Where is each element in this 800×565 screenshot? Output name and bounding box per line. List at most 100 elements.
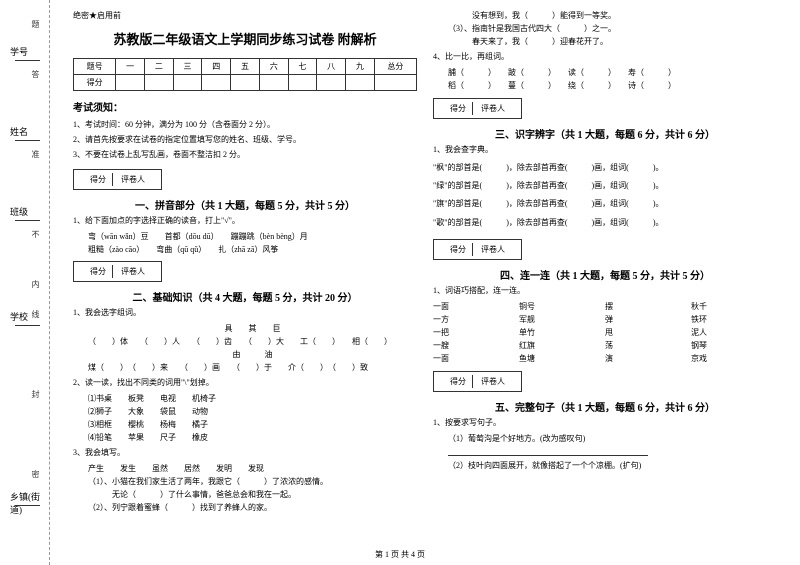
bind-line <box>15 505 40 506</box>
th: 二 <box>144 59 173 75</box>
bind-line <box>15 325 40 326</box>
right-column: 没有想到，我（ ）能得到一等奖。 （3）、指南针是我国古代四大（ ）之一。 春天… <box>425 10 785 555</box>
exam-page: 题 学号 答 姓名 准 班级 不 内 学校 线 封 密 乡镇(街道) 绝密★启用… <box>0 0 800 565</box>
s5-i: （2）枝叶向四面展开，就像搭起了一个个凉棚。(扩句) <box>433 460 777 473</box>
q4-r: 稻（ ） 蔓（ ） 绕（ ） 诗（ ） <box>433 80 777 93</box>
rt-line: 春天来了，我（ ）迎春花开了。 <box>433 36 777 49</box>
s2-q2-i: ⑷铅笔 苹果 尺子 橡皮 <box>73 432 417 445</box>
grade-score: 得分 <box>84 173 113 186</box>
score-value-row: 得分 <box>74 75 417 91</box>
rt-line: 没有想到，我（ ）能得到一等奖。 <box>433 10 777 23</box>
binding-margin: 题 学号 答 姓名 准 班级 不 内 学校 线 封 密 乡镇(街道) <box>0 0 50 565</box>
match-row: 一面铜号摆秋千 <box>433 301 777 312</box>
th: 三 <box>173 59 202 75</box>
match-row: 一把单竹甩泥人 <box>433 327 777 338</box>
s5-i: （1）葡萄沟是个好地方。(改为感叹句) <box>433 433 777 446</box>
bind-mark: 封 <box>30 390 41 398</box>
grade-box: 得分 评卷人 <box>433 98 522 119</box>
exam-title: 苏教版二年级语文上学期同步练习试卷 附解析 <box>73 29 417 48</box>
s2-q2-i: ⑵狮子 大象 袋鼠 动物 <box>73 406 417 419</box>
grade-score: 得分 <box>84 265 113 278</box>
th: 题号 <box>74 59 116 75</box>
s3-row: "旗"的部首是( )，除去部首再查( )画，组词( )。 <box>433 197 777 211</box>
score-label: 得分 <box>74 75 116 91</box>
s5-q1: 1、按要求写句子。 <box>433 417 777 430</box>
bind-mark: 密 <box>30 470 41 478</box>
q1-line: 粗糙（zào cāo） 弯曲（qū qǔ） 扎（zhā zā）风筝 <box>73 244 417 257</box>
match-row: 一艘红旗荡钢琴 <box>433 340 777 351</box>
bind-line <box>15 220 40 221</box>
secret-mark: 绝密★启用前 <box>73 10 417 21</box>
s2-q3-i: （2）、列宁跟着蜜蜂（ ）找到了养蜂人的家。 <box>73 502 417 515</box>
notice-item: 2、请首先按要求在试卷的指定位置填写您的姓名、班级、学号。 <box>73 134 417 146</box>
th: 七 <box>288 59 317 75</box>
bind-mark: 答 <box>30 70 41 78</box>
th: 总分 <box>374 59 416 75</box>
grade-grader: 评卷人 <box>475 243 511 256</box>
page-footer: 第 1 页 共 4 页 <box>375 549 425 560</box>
score-header-row: 题号 一 二 三 四 五 六 七 八 九 总分 <box>74 59 417 75</box>
grade-box: 得分 评卷人 <box>73 261 162 282</box>
bind-label-xuehao: 学号 <box>10 45 40 58</box>
bind-label-town: 乡镇(街道) <box>10 490 40 516</box>
th: 一 <box>116 59 145 75</box>
s2-q2-i: ⑶相框 樱桃 杨梅 橘子 <box>73 419 417 432</box>
grade-box: 得分 评卷人 <box>73 169 162 190</box>
section5-title: 五、完整句子（共 1 大题，每题 6 分，共计 6 分） <box>433 399 777 414</box>
match-row: 一方军舰弹铁环 <box>433 314 777 325</box>
bind-mark: 内 <box>30 280 41 288</box>
content-area: 绝密★启用前 苏教版二年级语文上学期同步练习试卷 附解析 题号 一 二 三 四 … <box>50 0 800 565</box>
s4-q1: 1、词语巧搭配，连一连。 <box>433 285 777 298</box>
bind-line <box>15 140 40 141</box>
q4: 4、比一比，再组词。 <box>433 51 777 64</box>
q4-r: 脯（ ） 跛（ ） 读（ ） 寿（ ） <box>433 67 777 80</box>
notice-title: 考试须知： <box>73 99 417 114</box>
left-column: 绝密★启用前 苏教版二年级语文上学期同步练习试卷 附解析 题号 一 二 三 四 … <box>65 10 425 555</box>
th: 五 <box>231 59 260 75</box>
bind-mark: 不 <box>30 230 41 238</box>
grade-score: 得分 <box>444 102 473 115</box>
s3-row: "枫"的部首是( )，除去部首再查( )画，组词( )。 <box>433 161 777 175</box>
s2-q1-r3: 由 油 <box>73 349 417 362</box>
grade-grader: 评卷人 <box>115 173 151 186</box>
bind-mark: 题 <box>30 20 41 28</box>
s2-q1-r1: 具 其 巨 <box>73 323 417 336</box>
bind-line <box>15 60 40 61</box>
s2-q1: 1、我会选字组词。 <box>73 307 417 320</box>
score-table: 题号 一 二 三 四 五 六 七 八 九 总分 得分 <box>73 58 417 91</box>
section1-title: 一、拼音部分（共 1 大题，每题 5 分，共计 5 分） <box>73 197 417 212</box>
th: 四 <box>202 59 231 75</box>
match-row: 一面鱼塘演京戏 <box>433 353 777 364</box>
s2-q2: 2、读一读，找出不同类的词用"\"划掉。 <box>73 377 417 390</box>
bind-mark: 线 <box>30 310 41 318</box>
s3-row: "歌"的部首是( )，除去部首再查( )画，组词( )。 <box>433 216 777 230</box>
th: 八 <box>317 59 346 75</box>
notice-item: 1、考试时间：60 分钟，满分为 100 分（含卷面分 2 分）。 <box>73 119 417 131</box>
bind-mark: 准 <box>30 150 41 158</box>
q1: 1、给下面加点的字选择正确的读音，打上"√"。 <box>73 215 417 228</box>
s2-q3-i: （1）、小猫在我们家生活了两年，我跟它（ ）了浓浓的感情。 <box>73 476 417 489</box>
grade-score: 得分 <box>444 375 473 388</box>
th: 九 <box>345 59 374 75</box>
s2-q3-line: 产生 发生 虽然 居然 发明 发现 <box>73 463 417 476</box>
s2-q1-r2: （ ）体 （ ）人 （ ）齿 （ ）大 工（ ） 相（ ） <box>73 336 417 349</box>
fill[interactable] <box>433 446 777 461</box>
th: 六 <box>259 59 288 75</box>
section3-title: 三、识字辨字（共 1 大题，每题 6 分，共计 6 分） <box>433 126 777 141</box>
s3-q1: 1、我会查字典。 <box>433 144 777 157</box>
section2-title: 二、基础知识（共 4 大题，每题 5 分，共计 20 分） <box>73 289 417 304</box>
grade-grader: 评卷人 <box>115 265 151 278</box>
grade-score: 得分 <box>444 243 473 256</box>
bind-label-name: 姓名 <box>10 125 40 138</box>
s2-q1-r4: 煤（ ） （ ）来 （ ）画 （ ）于 介（ ） （ ）致 <box>73 362 417 375</box>
grade-grader: 评卷人 <box>475 375 511 388</box>
section4-title: 四、连一连（共 1 大题，每题 5 分，共计 5 分） <box>433 267 777 282</box>
notice-item: 3、不要在试卷上乱写乱画，卷面不整洁扣 2 分。 <box>73 149 417 161</box>
s2-q3-i: 无论（ ）了什么事情，爸爸总会和我在一起。 <box>73 489 417 502</box>
q1-line: 弯（wān wǎn）豆 首都（dōu dū） 蹦蹦跳（bèn bèng）月 <box>73 231 417 244</box>
s2-q3: 3、我会填写。 <box>73 447 417 460</box>
s3-row: "绿"的部首是( )，除去部首再查( )画，组词( )。 <box>433 179 777 193</box>
bind-label-class: 班级 <box>10 205 40 218</box>
s2-q2-i: ⑴书桌 板凳 电视 机椅子 <box>73 393 417 406</box>
rt-line: （3）、指南针是我国古代四大（ ）之一。 <box>433 23 777 36</box>
